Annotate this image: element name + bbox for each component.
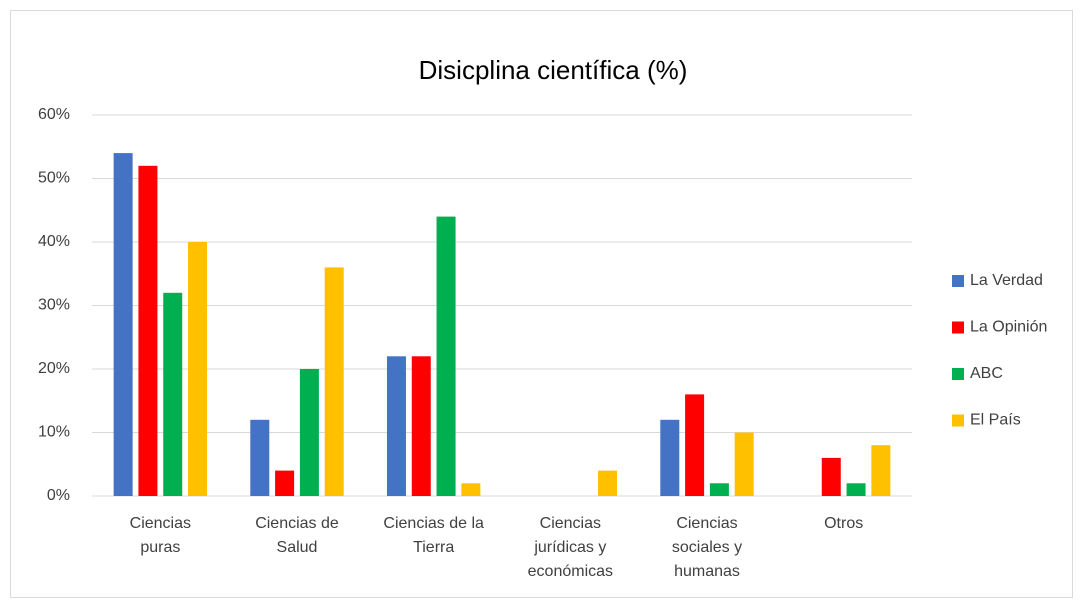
bar — [250, 419, 270, 496]
legend-label: El País — [970, 412, 1021, 429]
legend-label: ABC — [970, 365, 1003, 382]
bar — [709, 483, 729, 496]
bar — [461, 483, 481, 496]
y-tick-label: 10% — [38, 424, 70, 441]
bar — [821, 457, 841, 496]
legend-swatch — [952, 368, 964, 380]
bar — [734, 432, 754, 496]
bar — [299, 369, 319, 496]
bar — [436, 216, 456, 496]
legend-swatch — [952, 414, 964, 427]
x-tick-label: Ciencias de Salud — [255, 515, 339, 556]
y-tick-label: 20% — [38, 360, 70, 377]
bar — [138, 165, 158, 497]
y-tick-label: 0% — [47, 487, 70, 504]
bar — [386, 356, 406, 496]
legend-label: La Opinión — [970, 319, 1047, 336]
bar — [188, 242, 208, 496]
legend-swatch — [952, 321, 964, 334]
bar — [324, 267, 344, 496]
chart-title: Disicplina científica (%) — [419, 55, 688, 85]
x-tick-label: Otros — [824, 515, 863, 532]
x-tick-label: Ciencias jurídicas y económicas — [528, 515, 613, 580]
y-tick-label: 30% — [38, 297, 70, 314]
bar — [411, 356, 431, 496]
x-tick-label: Ciencias de la Tierra — [383, 515, 484, 556]
x-tick-label: Ciencias sociales y humanas — [672, 515, 742, 580]
bar — [660, 419, 680, 496]
x-tick-label: Ciencias puras — [130, 515, 191, 556]
legend-swatch — [952, 275, 964, 287]
bar — [163, 292, 183, 496]
bar — [275, 470, 295, 496]
y-tick-label: 60% — [38, 106, 70, 123]
chart-border — [10, 10, 1073, 598]
bar — [871, 445, 891, 496]
legend-label: La Verdad — [970, 272, 1043, 289]
bar — [685, 394, 705, 496]
bar — [846, 483, 866, 496]
y-tick-label: 50% — [38, 170, 70, 187]
bar — [598, 470, 618, 496]
y-tick-label: 40% — [38, 233, 70, 250]
bar — [113, 153, 133, 496]
